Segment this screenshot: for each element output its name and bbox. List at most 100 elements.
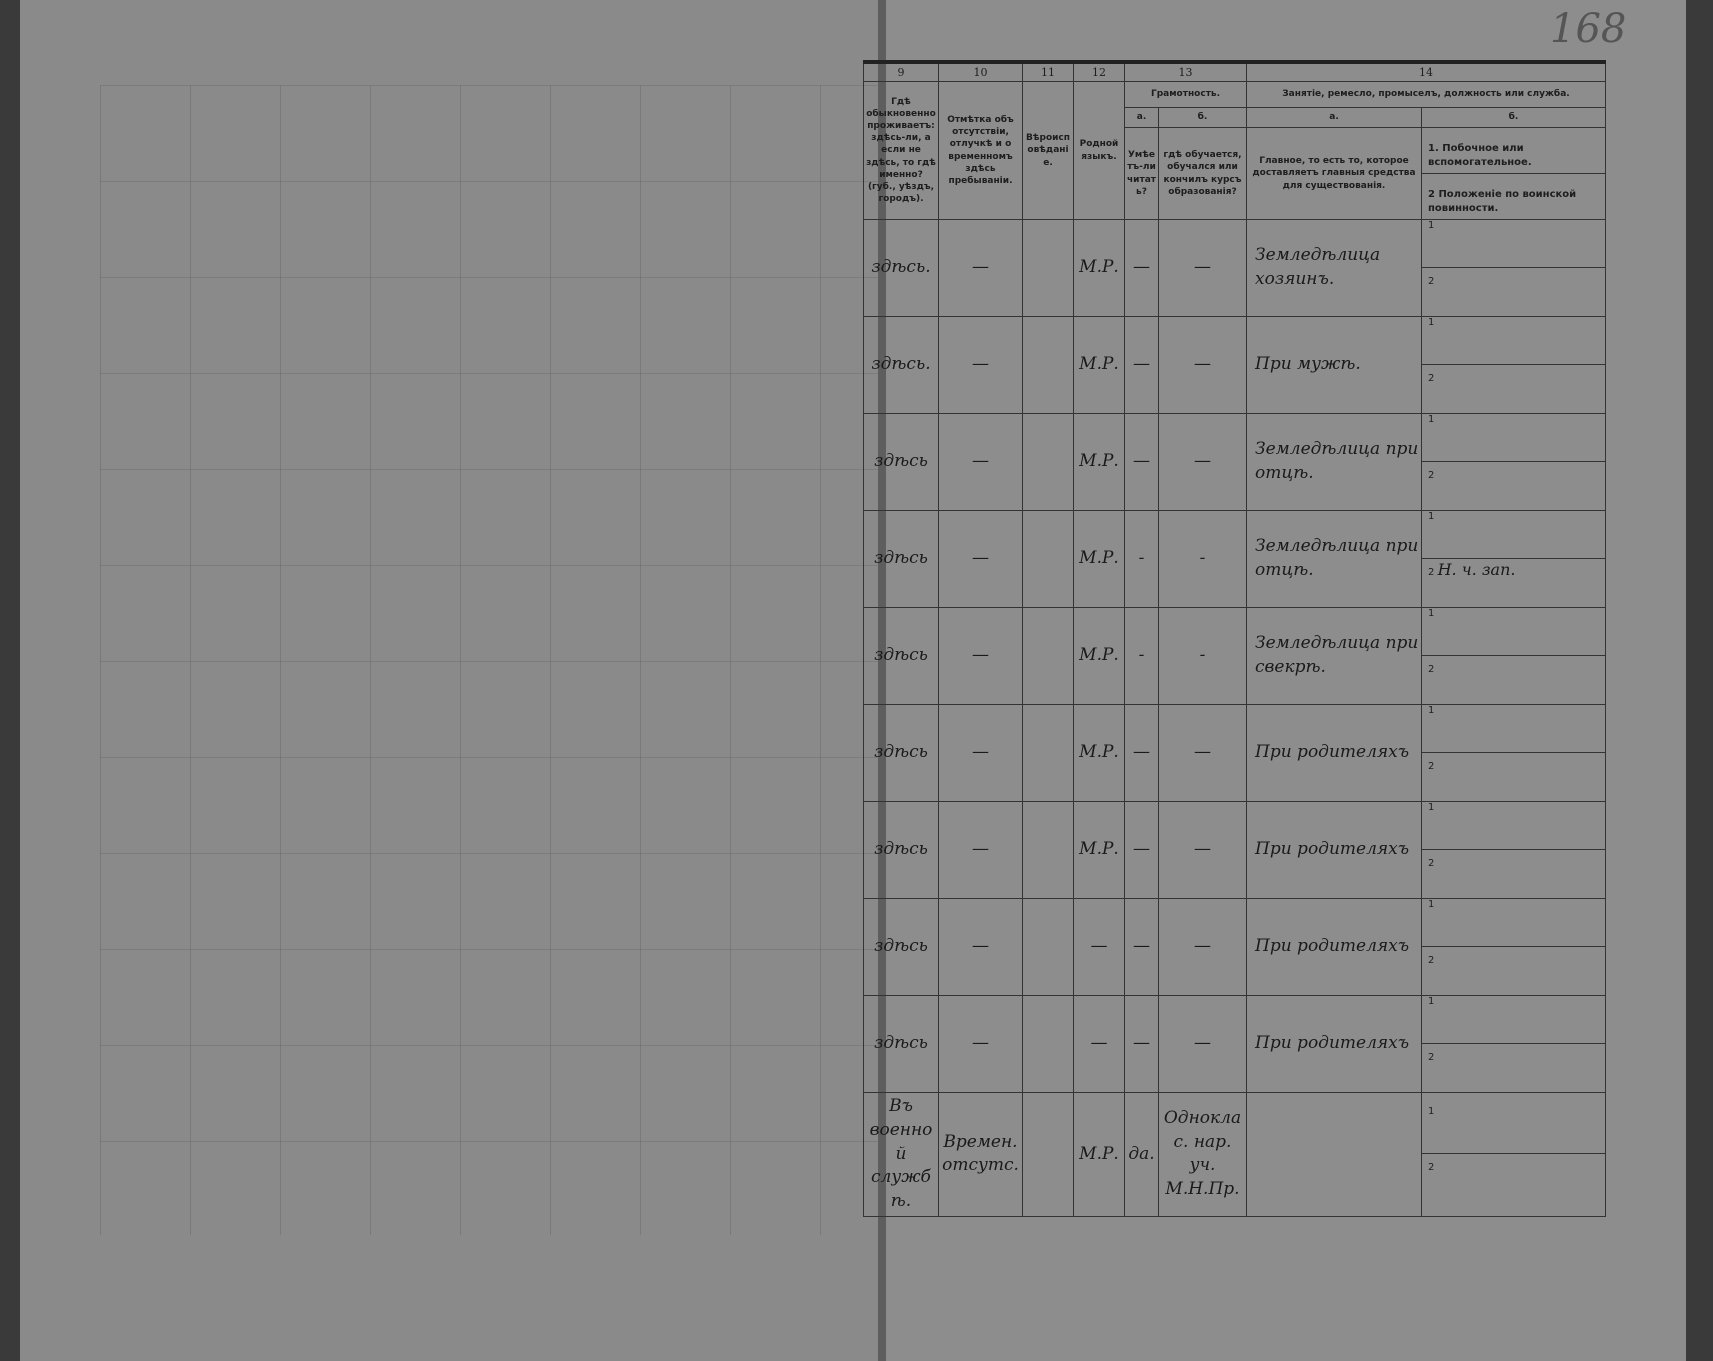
absence-cell: —	[938, 995, 1023, 1093]
main-occupation-cell: При родителяхъ	[1246, 704, 1422, 802]
can-read-cell: —	[1124, 898, 1159, 996]
header-14a-letter: а.	[1246, 107, 1422, 128]
language-cell: М.Р.	[1073, 607, 1125, 705]
line-number: 2	[1428, 373, 1435, 384]
main-occupation-cell: Земледѣлица при отцѣ.	[1246, 413, 1422, 511]
table-row: здѣсь — — — — При родителяхъ 1 2	[863, 995, 1606, 1093]
residence-cell: здѣсь	[863, 995, 939, 1093]
side-occupation-line: 1	[1422, 608, 1605, 656]
line-number: 2	[1428, 276, 1435, 287]
line-number: 2	[1428, 470, 1435, 481]
absence-cell: —	[938, 510, 1023, 608]
main-occupation-cell: Земледѣлица при свекрѣ.	[1246, 607, 1422, 705]
header-can-read: Умѣетъ-ли читать?	[1124, 127, 1159, 220]
page-number-handwritten: 168	[1550, 6, 1627, 52]
line-number: 1	[1428, 317, 1435, 328]
side-occupation-line: 1	[1422, 317, 1605, 365]
residence-cell: здѣсь.	[863, 316, 939, 414]
military-status-line: 2	[1422, 656, 1605, 704]
header-14b-letter: б.	[1421, 107, 1606, 128]
table-row: здѣсь — — — — При родителяхъ 1 2	[863, 898, 1606, 996]
header-absence: Отмѣтка объ отсутствіи, отлучкѣ и о врем…	[938, 81, 1023, 220]
header-native-language: Родной языкъ.	[1073, 81, 1125, 220]
language-cell: М.Р.	[1073, 1092, 1125, 1217]
table-row: здѣсь — М.Р. - - Земледѣлица при отцѣ. 1 2 Н. ч…	[863, 510, 1606, 608]
military-status-text: Н. ч. зап.	[1437, 560, 1516, 579]
line-number: 2	[1428, 955, 1435, 966]
absence-cell: —	[938, 413, 1023, 511]
line-number: 2	[1428, 761, 1435, 772]
line-number: 1	[1428, 996, 1435, 1007]
language-cell: М.Р.	[1073, 413, 1125, 511]
can-read-cell: —	[1124, 704, 1159, 802]
absence-cell: —	[938, 898, 1023, 996]
residence-cell: здѣсь	[863, 898, 939, 996]
table-row: здѣсь — М.Р. — — Земледѣлица при отцѣ. 1 2	[863, 413, 1606, 511]
header-13b-letter: б.	[1158, 107, 1247, 128]
religion-cell	[1022, 898, 1074, 996]
can-read-cell: —	[1124, 801, 1159, 899]
main-occupation-cell: При родителяхъ	[1246, 801, 1422, 899]
header-military-status: 2 Положеніе по воинской повинности.	[1428, 189, 1577, 214]
military-status-line: 2	[1422, 268, 1605, 316]
line-number: 2	[1428, 1052, 1435, 1063]
col-13-number: 13	[1124, 60, 1247, 82]
absence-cell: —	[938, 607, 1023, 705]
schooling-cell: —	[1158, 413, 1247, 511]
col-14-number: 14	[1246, 60, 1606, 82]
religion-cell	[1022, 704, 1074, 802]
side-occupation-line: 1	[1422, 802, 1605, 850]
table-row: здѣсь. — М.Р. — — Земледѣлица хозяинъ. 1 2	[863, 219, 1606, 317]
header-side-occupation: 1. Побочное или вспомогательное.	[1422, 128, 1605, 174]
can-read-cell: —	[1124, 413, 1159, 511]
absence-cell: —	[938, 801, 1023, 899]
military-status-line: 2	[1422, 462, 1605, 510]
main-occupation-cell: При родителяхъ	[1246, 995, 1422, 1093]
side-occupation-line: 1	[1422, 220, 1605, 268]
header-13a-letter: а.	[1124, 107, 1159, 128]
can-read-cell: да.	[1124, 1092, 1159, 1217]
table-row: здѣсь. — М.Р. — — При мужѣ. 1 2	[863, 316, 1606, 414]
side-occupation-line: 1	[1422, 996, 1605, 1044]
can-read-cell: —	[1124, 219, 1159, 317]
header-literacy: Грамотность.	[1124, 81, 1247, 108]
schooling-cell: Одноклас. нар. уч. М.Н.Пр.	[1158, 1092, 1247, 1217]
header-residence: Гдѣ обыкновенно проживаетъ: здѣсь-ли, а …	[863, 81, 939, 220]
header-secondary: 1. Побочное или вспомогательное. 2 Полож…	[1421, 127, 1606, 220]
schooling-cell: —	[1158, 704, 1247, 802]
military-status-line: 2	[1422, 850, 1605, 898]
language-cell: М.Р.	[1073, 801, 1125, 899]
col-12-number: 12	[1073, 60, 1125, 82]
line-number: 2	[1428, 1162, 1435, 1174]
residence-cell: здѣсь	[863, 413, 939, 511]
side-occupation-line: 1	[1422, 899, 1605, 947]
header-main-occupation: Главное, то есть то, которое доставляетъ…	[1246, 127, 1422, 220]
header-occupation: Занятіе, ремесло, промыселъ, должность и…	[1246, 81, 1606, 108]
schooling-cell: —	[1158, 316, 1247, 414]
line-number: 1	[1428, 511, 1435, 522]
line-number: 1	[1428, 220, 1435, 231]
religion-cell	[1022, 995, 1074, 1093]
residence-cell: Въ военной службѣ.	[863, 1092, 939, 1217]
census-form-table: 9 10 11 12 13 14 Гдѣ обыкновенно прожива…	[863, 60, 1606, 1217]
religion-cell	[1022, 1092, 1074, 1217]
line-number: 1	[1428, 608, 1435, 619]
line-number: 1	[1428, 414, 1435, 425]
side-occupation-line: 1	[1422, 511, 1605, 559]
religion-cell	[1022, 801, 1074, 899]
table-row: Въ военной службѣ. Времен. отсутс. М.Р. да.…	[863, 1092, 1606, 1217]
header-schooling: гдѣ обучается, обучался или кончилъ курс…	[1158, 127, 1247, 220]
main-occupation-cell: Земледѣлица при отцѣ.	[1246, 510, 1422, 608]
residence-cell: здѣсь	[863, 510, 939, 608]
main-occupation-cell	[1246, 1092, 1422, 1217]
can-read-cell: -	[1124, 510, 1159, 608]
table-row: здѣсь — М.Р. — — При родителяхъ 1 2	[863, 801, 1606, 899]
col-11-number: 11	[1022, 60, 1074, 82]
absence-cell: Времен. отсутс.	[938, 1092, 1023, 1217]
line-number: 1	[1428, 705, 1435, 716]
language-cell: —	[1073, 898, 1125, 996]
